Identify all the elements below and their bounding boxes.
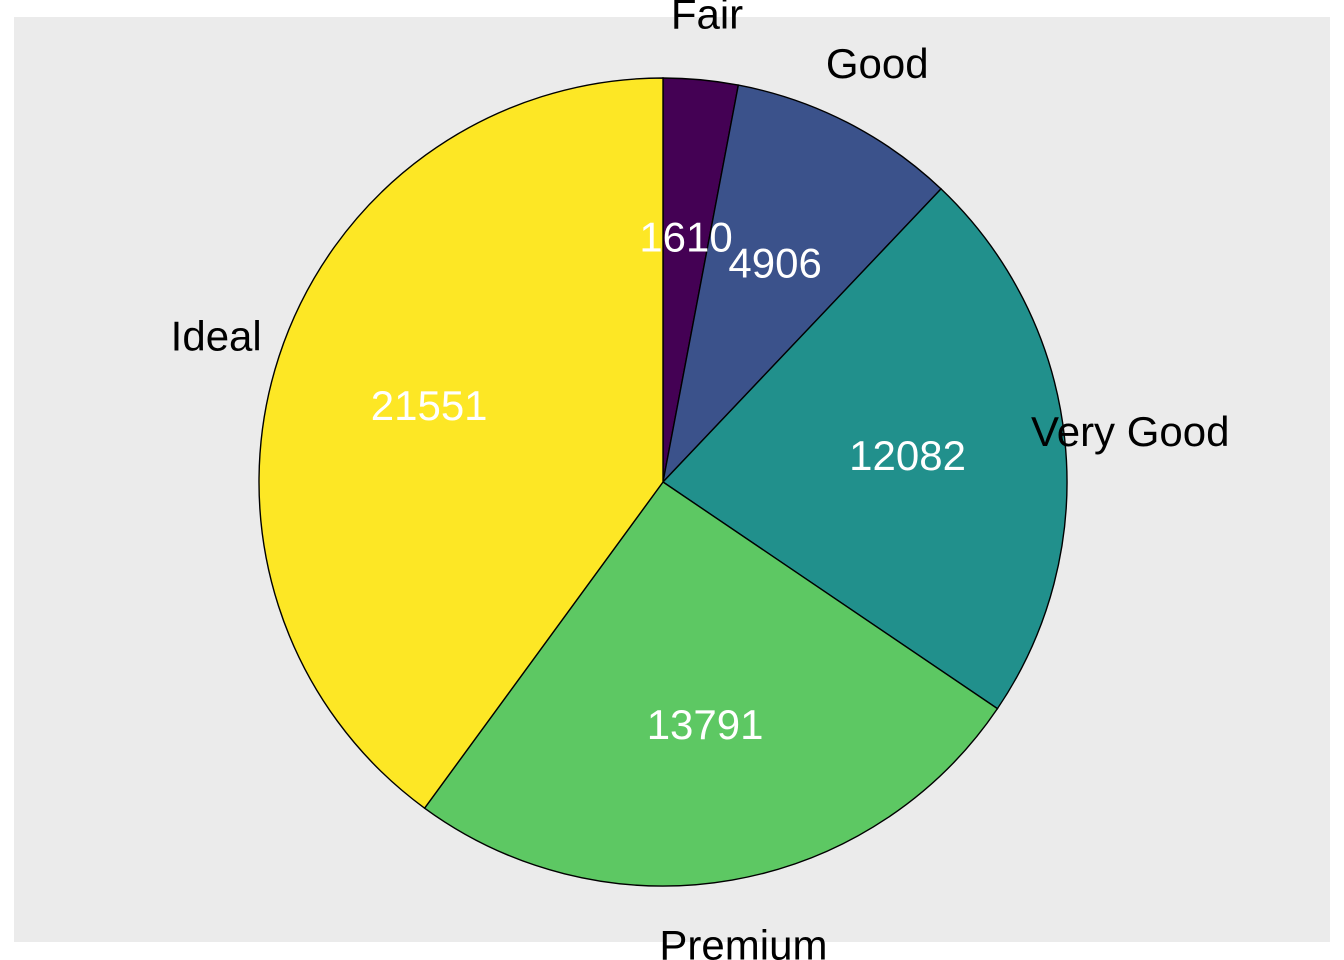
value-label-fair: 1610 [639, 214, 732, 261]
slice-very-good [661, 187, 1068, 710]
category-labels: Fair Good Very Good Premium Ideal [171, 0, 1230, 960]
category-label-ideal: Ideal [171, 313, 262, 360]
slice-good [661, 84, 943, 485]
slice-premium [423, 481, 999, 887]
category-label-fair: Fair [671, 0, 743, 38]
value-label-very-good: 12082 [849, 432, 966, 479]
pie-slices [258, 77, 1068, 887]
slice-ideal [258, 77, 664, 810]
value-label-premium: 13791 [647, 701, 764, 748]
category-label-good: Good [826, 40, 929, 87]
value-label-good: 4906 [728, 240, 821, 287]
category-label-very-good: Very Good [1031, 408, 1229, 455]
value-label-ideal: 21551 [371, 382, 488, 429]
category-label-premium: Premium [659, 922, 827, 960]
